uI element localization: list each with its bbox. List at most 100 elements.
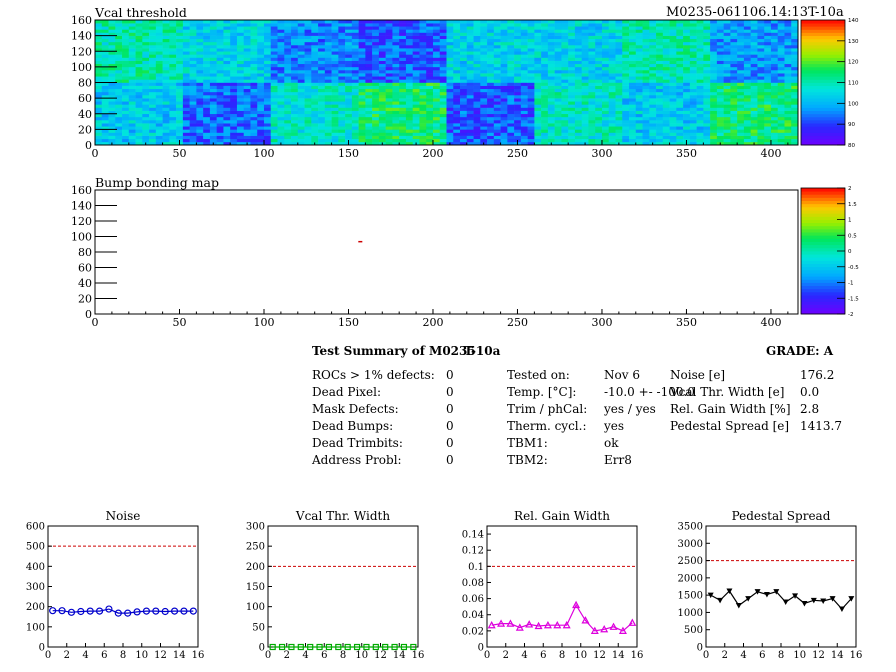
heatmap-cell [629,66,637,71]
heatmap-cell [642,51,650,55]
heatmap-cell [324,54,332,58]
heatmap-cell [487,135,495,140]
heatmap-cell [257,135,265,140]
heatmap-cell [446,45,454,49]
heatmap-cell [534,29,542,33]
heatmap-cell [135,135,143,140]
heatmap-cell [209,138,217,143]
heatmap-cell [710,116,718,121]
heatmap-cell [257,51,265,55]
heatmap-cell [372,35,380,40]
heatmap-cell [176,70,184,74]
heatmap-cell [554,57,562,61]
heatmap-cell [662,26,670,30]
heatmap-cell [723,126,731,130]
heatmap-cell [311,107,319,111]
heatmap-cell [527,66,535,71]
heatmap-cell [277,110,285,115]
heatmap-cell [487,66,495,71]
heatmap-cell [595,32,603,36]
heatmap-cell [115,57,123,61]
heatmap-cell [412,32,420,36]
heatmap-cell [439,141,447,146]
heatmap-cell [189,88,197,93]
heatmap-cell [345,85,353,90]
heatmap-cell [189,116,197,121]
heatmap-cell [135,32,143,36]
y-tick-label: 100 [26,622,45,633]
heatmap-cell [784,135,792,140]
x-tick-label: 10 [793,650,806,661]
heatmap-cell [473,35,481,40]
heatmap-cell [487,29,495,33]
heatmap-cell [689,88,697,93]
heatmap-cell [169,107,177,111]
heatmap-cell [777,107,785,111]
heatmap-cell [703,129,711,133]
heatmap-cell [142,101,150,105]
heatmap-cell [331,129,339,133]
heatmap-cell [764,82,772,86]
heatmap-cell [601,54,610,58]
heatmap-cell [730,120,738,124]
heatmap-cell [426,104,434,108]
heatmap-cell [534,88,542,93]
heatmap-cell [777,20,785,24]
heatmap-cell [493,32,501,36]
colorbar-band [801,210,845,214]
heatmap-cell [203,41,211,46]
heatmap-cell [716,76,724,80]
heatmap-cell [608,116,616,121]
heatmap-cell [514,110,522,115]
heatmap-cell [351,48,359,52]
heatmap-cell [95,70,103,74]
summary-left-value: 0 [446,453,454,467]
data-point [77,607,85,616]
heatmap-cell [696,45,704,49]
heatmap-cell [473,32,481,36]
heatmap-cell [493,113,501,118]
heatmap-cell [500,91,508,96]
heatmap-cell [520,120,528,124]
data-point [335,643,342,651]
heatmap-cell [534,38,542,43]
heatmap-cell [689,98,697,102]
heatmap-cell [162,85,170,90]
heatmap-cell [223,45,231,49]
heatmap-cell [243,60,251,65]
heatmap-cell [615,126,623,130]
heatmap-cell [284,60,292,65]
heatmap-cell [257,98,265,102]
heatmap-cell [737,138,745,143]
heatmap-cell [385,79,393,83]
x-tick-label: 400 [760,316,781,329]
heatmap-cell [534,79,542,83]
heatmap-cell [784,120,792,124]
heatmap-cell [608,135,616,140]
heatmap-cell [331,113,339,118]
y-tick-label: 80 [78,77,92,90]
heatmap-cell [608,113,616,118]
heatmap-cell [561,101,569,105]
heatmap-cell [338,101,346,105]
heatmap-cell [703,45,711,49]
summary-middle-label: Therm. cycl.: [507,419,587,433]
heatmap-cell [683,35,691,40]
heatmap-cell [189,82,197,86]
heatmap-cell [169,48,177,52]
heatmap-cell [257,120,265,124]
heatmap-cell [135,29,143,33]
heatmap-cell [487,82,495,86]
heatmap-cell [466,110,474,115]
heatmap-cell [297,82,305,86]
heatmap-cell [182,35,190,40]
heatmap-cell [155,20,163,24]
heatmap-cell [338,135,346,140]
heatmap-cell [527,82,535,86]
heatmap-cell [338,35,346,40]
heatmap-cell [561,126,569,130]
heatmap-cell [412,107,420,111]
heatmap-cell [777,120,785,124]
heatmap-cell [405,29,413,33]
heatmap-cell [304,20,312,24]
